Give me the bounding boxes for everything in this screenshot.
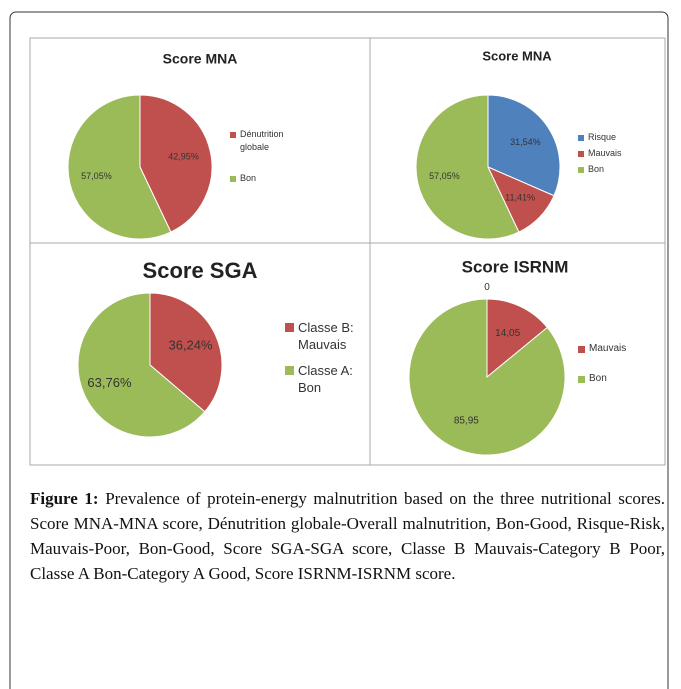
- legend-entry: Risque: [578, 131, 648, 144]
- legend-swatch: [578, 150, 584, 157]
- pie-slice: [408, 298, 566, 456]
- caption: Figure 1: Prevalence of protein-energy m…: [30, 486, 665, 586]
- data-label: 0: [484, 282, 490, 293]
- caption-label: Figure 1:: [30, 489, 99, 508]
- caption-text: Prevalence of protein-energy malnutritio…: [30, 489, 665, 583]
- data-label: 85,95: [454, 415, 479, 426]
- legend-swatch: [230, 131, 236, 138]
- legend-entry: Mauvais: [578, 342, 648, 356]
- legend-label: Mauvais: [589, 343, 627, 354]
- pie-slice: [415, 94, 520, 240]
- legend-swatch: [578, 375, 585, 383]
- legend-entry: Bon: [230, 172, 300, 185]
- legend-label: Mauvais: [588, 148, 622, 158]
- chart-title: Score MNA: [163, 51, 238, 67]
- data-label: 14,05: [495, 328, 520, 339]
- data-label: 63,76%: [87, 375, 132, 390]
- legend-label: Risque: [588, 132, 617, 142]
- data-label: 57,05%: [429, 171, 460, 181]
- legend-label: Dénutrition globale: [240, 129, 284, 152]
- chart-title: Score SGA: [143, 258, 258, 283]
- pie-slice: [139, 94, 213, 233]
- pie-slice: [486, 298, 548, 379]
- legend-entry: Classe A: Bon: [285, 362, 365, 396]
- pie-slice: [149, 292, 223, 413]
- legend-label: Bon: [589, 373, 607, 384]
- legend-entry: Mauvais: [578, 147, 648, 160]
- legend-swatch: [230, 175, 236, 182]
- legend-label: Classe B: Mauvais: [298, 320, 354, 352]
- data-label: 31,54%: [510, 137, 541, 147]
- legend-label: Bon: [588, 164, 605, 174]
- pie-slice: [77, 292, 206, 438]
- pie-slice: [487, 94, 561, 197]
- legend-label: Classe A: Bon: [298, 363, 353, 395]
- legend-swatch: [578, 166, 584, 173]
- legend-entry: Bon: [578, 372, 648, 386]
- frame: [9, 11, 669, 689]
- data-label: 57,05%: [81, 171, 112, 181]
- data-label: 36,24%: [168, 338, 213, 353]
- chart-title: Score MNA: [482, 48, 552, 63]
- legend-swatch: [578, 345, 585, 353]
- legend-entry: Bon: [578, 163, 648, 176]
- legend-swatch: [578, 134, 584, 141]
- legend-entry: Classe B: Mauvais: [285, 319, 365, 353]
- chart-title: Score ISRNM: [462, 257, 569, 276]
- data-label: 11,41%: [505, 192, 535, 202]
- legend-entry: Dénutrition globale: [230, 128, 300, 154]
- legend-swatch: [285, 323, 294, 332]
- data-label: 42,95%: [168, 152, 199, 162]
- pie-slice: [67, 94, 172, 240]
- legend-swatch: [285, 366, 294, 375]
- legend-label: Bon: [240, 173, 257, 183]
